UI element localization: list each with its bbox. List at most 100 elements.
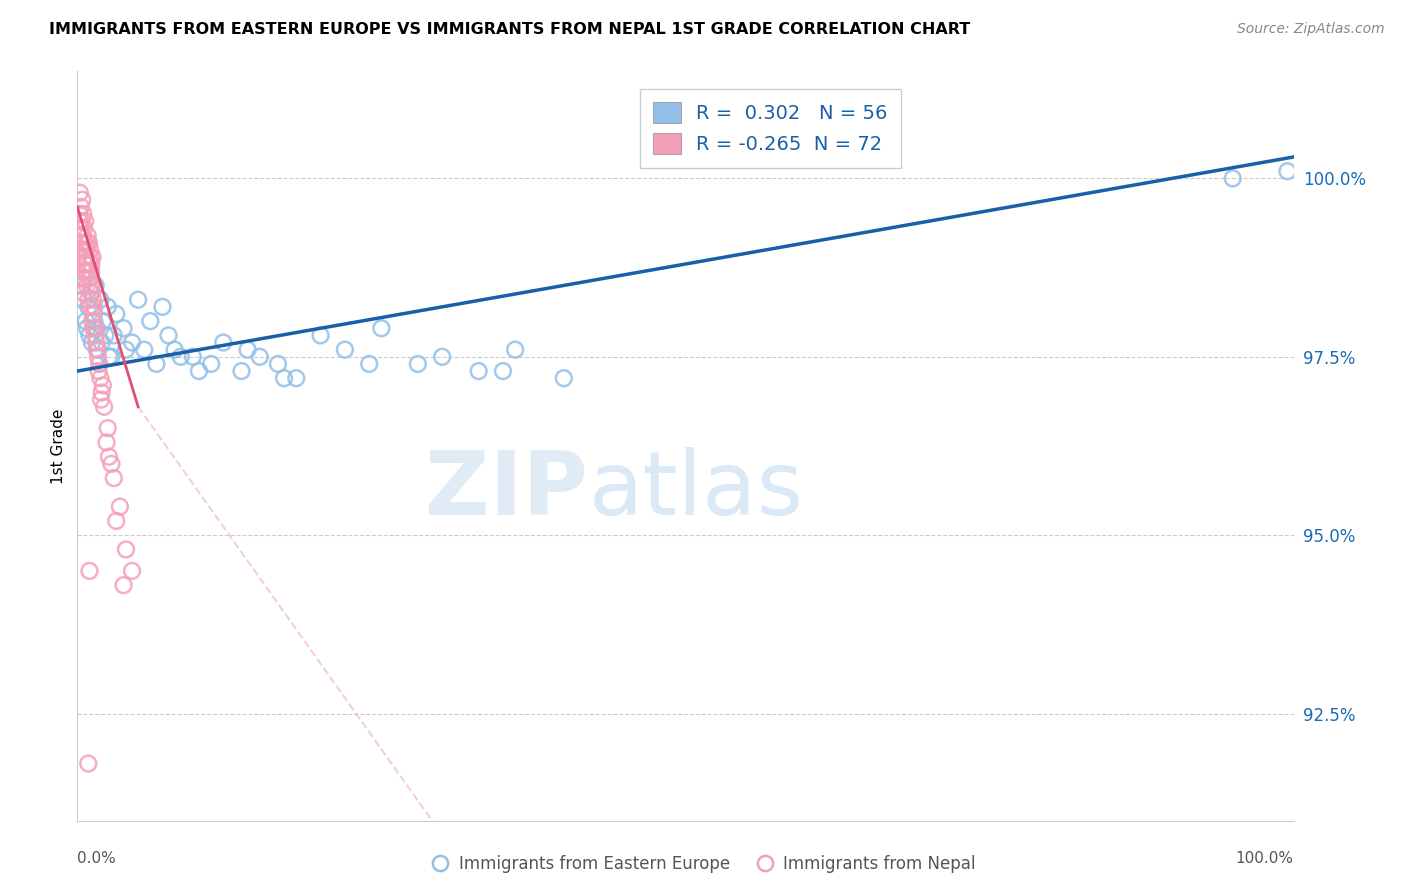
Point xyxy=(73,243,96,257)
Point xyxy=(503,343,526,357)
Point xyxy=(79,250,101,264)
Point xyxy=(370,321,392,335)
Point xyxy=(73,250,96,264)
Legend: R =  0.302   N = 56, R = -0.265  N = 72: R = 0.302 N = 56, R = -0.265 N = 72 xyxy=(640,88,901,168)
Point xyxy=(75,214,97,228)
Point xyxy=(139,314,162,328)
Point xyxy=(492,364,515,378)
Point xyxy=(84,321,107,335)
Point xyxy=(93,400,115,414)
Point xyxy=(80,285,103,300)
Legend: Immigrants from Eastern Europe, Immigrants from Nepal: Immigrants from Eastern Europe, Immigran… xyxy=(423,848,983,880)
Point xyxy=(103,328,125,343)
Point xyxy=(76,278,98,293)
Point xyxy=(84,335,107,350)
Point xyxy=(70,278,93,293)
Point xyxy=(121,335,143,350)
Y-axis label: 1st Grade: 1st Grade xyxy=(51,409,66,483)
Point xyxy=(77,264,100,278)
Point xyxy=(75,243,97,257)
Point xyxy=(90,392,112,407)
Point xyxy=(87,350,110,364)
Point xyxy=(94,328,117,343)
Point xyxy=(108,500,131,514)
Point xyxy=(73,271,96,285)
Point xyxy=(249,350,271,364)
Point xyxy=(84,278,107,293)
Point xyxy=(267,357,290,371)
Point xyxy=(67,207,90,221)
Point xyxy=(115,343,138,357)
Point xyxy=(69,186,91,200)
Point xyxy=(181,350,204,364)
Point xyxy=(112,321,135,335)
Point xyxy=(97,300,120,314)
Point xyxy=(103,471,125,485)
Point xyxy=(145,357,167,371)
Point xyxy=(70,243,93,257)
Point xyxy=(72,285,94,300)
Point xyxy=(91,378,114,392)
Point xyxy=(467,364,489,378)
Point xyxy=(82,293,104,307)
Point xyxy=(72,207,94,221)
Point xyxy=(75,264,97,278)
Point xyxy=(97,450,120,464)
Point xyxy=(70,193,93,207)
Point xyxy=(72,264,94,278)
Point xyxy=(77,756,100,771)
Point xyxy=(430,350,453,364)
Point xyxy=(83,314,105,328)
Point xyxy=(89,371,111,385)
Point xyxy=(100,457,122,471)
Point xyxy=(115,542,138,557)
Point xyxy=(212,335,235,350)
Point xyxy=(79,564,101,578)
Point xyxy=(105,307,128,321)
Text: IMMIGRANTS FROM EASTERN EUROPE VS IMMIGRANTS FROM NEPAL 1ST GRADE CORRELATION CH: IMMIGRANTS FROM EASTERN EUROPE VS IMMIGR… xyxy=(49,22,970,37)
Point xyxy=(157,328,180,343)
Point xyxy=(96,435,118,450)
Point xyxy=(100,350,122,364)
Point xyxy=(70,228,93,243)
Point xyxy=(75,257,97,271)
Point xyxy=(70,271,93,285)
Point xyxy=(76,235,98,250)
Point xyxy=(236,343,259,357)
Point xyxy=(91,314,114,328)
Point xyxy=(80,257,103,271)
Point xyxy=(406,357,429,371)
Point xyxy=(67,278,90,293)
Point xyxy=(80,335,103,350)
Point xyxy=(200,357,222,371)
Point xyxy=(86,321,108,335)
Point xyxy=(70,200,93,214)
Text: ZIP: ZIP xyxy=(426,448,588,534)
Point xyxy=(1222,171,1244,186)
Point xyxy=(83,300,105,314)
Point xyxy=(77,300,100,314)
Point xyxy=(89,293,111,307)
Text: Source: ZipAtlas.com: Source: ZipAtlas.com xyxy=(1237,22,1385,37)
Point xyxy=(112,578,135,592)
Point xyxy=(75,314,97,328)
Point xyxy=(73,221,96,235)
Point xyxy=(90,335,112,350)
Point xyxy=(89,357,111,371)
Point xyxy=(170,350,193,364)
Point xyxy=(359,357,381,371)
Point xyxy=(553,371,575,385)
Point xyxy=(77,235,100,250)
Point xyxy=(84,328,107,343)
Text: 0.0%: 0.0% xyxy=(77,851,117,865)
Point xyxy=(163,343,186,357)
Text: 100.0%: 100.0% xyxy=(1236,851,1294,865)
Point xyxy=(152,300,174,314)
Point xyxy=(75,250,97,264)
Point xyxy=(73,235,96,250)
Point xyxy=(72,293,94,307)
Point xyxy=(70,214,93,228)
Text: atlas: atlas xyxy=(588,448,803,534)
Point xyxy=(82,321,104,335)
Point xyxy=(87,343,110,357)
